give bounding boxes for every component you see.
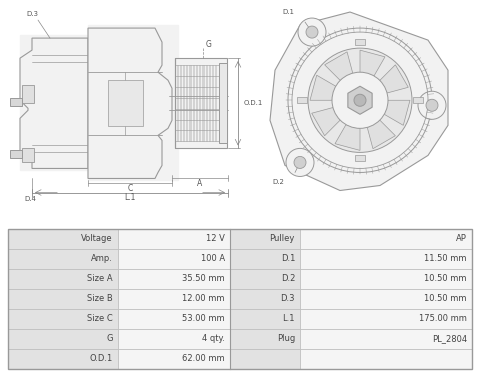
Bar [175, 58, 227, 149]
Polygon shape [312, 108, 340, 136]
Polygon shape [348, 86, 372, 114]
Circle shape [418, 91, 446, 119]
Circle shape [298, 18, 326, 46]
Bar [355, 155, 365, 161]
Text: 175.00 mm: 175.00 mm [419, 314, 467, 323]
Text: D.3: D.3 [26, 11, 38, 17]
Text: O.D.1: O.D.1 [90, 355, 113, 364]
Polygon shape [360, 50, 385, 76]
Bar [300, 309, 472, 329]
Text: Plug: Plug [277, 334, 295, 343]
Bar [118, 229, 230, 249]
Polygon shape [20, 38, 88, 168]
Bar [230, 289, 300, 309]
Bar [8, 229, 472, 369]
Polygon shape [88, 28, 172, 179]
Bar [300, 329, 472, 349]
Bar [297, 97, 307, 103]
Circle shape [294, 156, 306, 168]
Bar [300, 249, 472, 269]
Bar [118, 289, 230, 309]
Polygon shape [335, 124, 360, 150]
Bar [230, 269, 300, 289]
Bar [108, 80, 143, 126]
Text: Size C: Size C [87, 314, 113, 323]
Bar [22, 85, 34, 103]
Bar [22, 149, 34, 162]
Bar [8, 329, 118, 349]
Text: D.3: D.3 [280, 294, 295, 303]
Bar [8, 289, 118, 309]
Text: D.2: D.2 [281, 274, 295, 283]
Bar [8, 249, 118, 269]
Bar [413, 97, 423, 103]
Text: D.1: D.1 [281, 254, 295, 263]
Polygon shape [270, 12, 448, 191]
Bar [118, 249, 230, 269]
Text: Size B: Size B [87, 294, 113, 303]
Bar [10, 150, 22, 158]
Text: 100 A: 100 A [201, 254, 225, 263]
Text: 12 V: 12 V [206, 234, 225, 243]
Circle shape [332, 72, 388, 128]
Text: L.1: L.1 [124, 193, 136, 202]
Text: C: C [127, 184, 132, 193]
Text: G: G [206, 39, 212, 49]
Bar [8, 229, 118, 249]
Bar [10, 98, 22, 106]
Bar [219, 63, 227, 143]
Polygon shape [380, 65, 408, 93]
Bar [8, 309, 118, 329]
Text: Voltage: Voltage [82, 234, 113, 243]
Text: 4 qty.: 4 qty. [202, 334, 225, 343]
Bar [118, 269, 230, 289]
Bar [8, 269, 118, 289]
Text: D.2: D.2 [272, 179, 284, 185]
Text: D.4: D.4 [24, 196, 36, 202]
Circle shape [306, 26, 318, 38]
Text: 11.50 mm: 11.50 mm [424, 254, 467, 263]
Text: 10.50 mm: 10.50 mm [424, 274, 467, 283]
Text: 62.00 mm: 62.00 mm [182, 355, 225, 364]
Text: O.D.1: O.D.1 [244, 100, 264, 106]
Text: AP: AP [456, 234, 467, 243]
Circle shape [426, 99, 438, 111]
Bar [230, 349, 300, 369]
Text: 12.00 mm: 12.00 mm [182, 294, 225, 303]
Text: 53.00 mm: 53.00 mm [182, 314, 225, 323]
Text: Pulley: Pulley [270, 234, 295, 243]
Text: G: G [107, 334, 113, 343]
Bar [230, 249, 300, 269]
Bar [230, 329, 300, 349]
Text: Size A: Size A [87, 274, 113, 283]
Bar [230, 309, 300, 329]
Text: D.1: D.1 [282, 9, 294, 15]
Circle shape [308, 48, 412, 152]
Polygon shape [310, 75, 336, 100]
Bar [300, 269, 472, 289]
Bar [118, 329, 230, 349]
Polygon shape [367, 120, 396, 149]
Bar [230, 229, 300, 249]
Text: 10.50 mm: 10.50 mm [424, 294, 467, 303]
Bar [300, 349, 472, 369]
Bar [118, 309, 230, 329]
Polygon shape [384, 100, 410, 125]
Text: PL_2804: PL_2804 [432, 334, 467, 343]
Bar [118, 349, 230, 369]
Polygon shape [324, 52, 353, 80]
Circle shape [288, 28, 432, 173]
Text: L.1: L.1 [283, 314, 295, 323]
Circle shape [354, 94, 366, 106]
Bar [300, 289, 472, 309]
Text: A: A [197, 179, 203, 188]
Bar [8, 349, 118, 369]
Circle shape [286, 149, 314, 176]
Text: Amp.: Amp. [91, 254, 113, 263]
Bar [355, 39, 365, 45]
Text: 35.50 mm: 35.50 mm [182, 274, 225, 283]
Bar [300, 229, 472, 249]
